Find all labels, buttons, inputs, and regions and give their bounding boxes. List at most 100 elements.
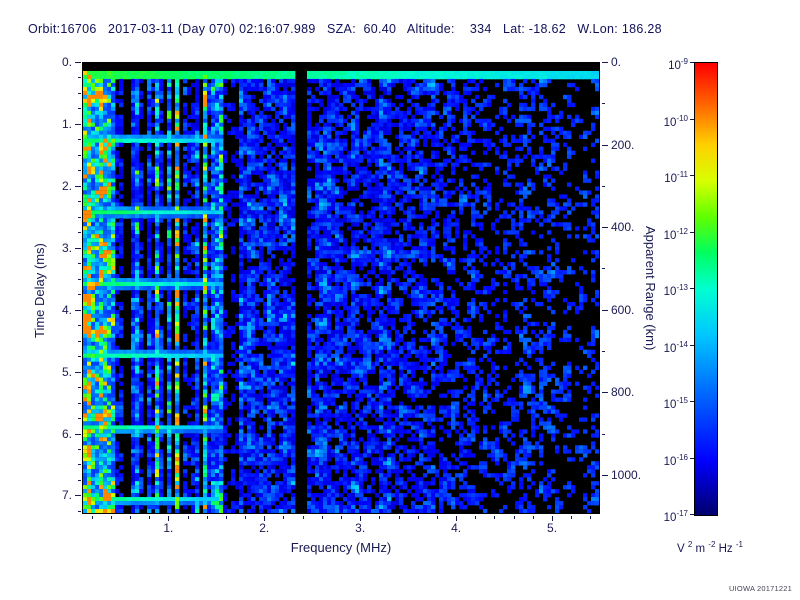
y-tick-mark — [75, 62, 81, 63]
x-minor-tick-mark — [341, 516, 342, 519]
y-minor-tick-mark — [78, 232, 81, 234]
x-minor-tick-mark — [149, 516, 151, 519]
x-tick-label: 5. — [547, 521, 558, 535]
time-delay-axis-label: Time Delay (ms) — [32, 243, 47, 338]
x-minor-tick-mark — [475, 516, 477, 519]
y-tick-mark — [75, 495, 81, 497]
y2-tick-mark — [602, 144, 608, 146]
y-minor-tick-mark — [78, 464, 81, 466]
colorbar-tick-mark — [690, 288, 694, 289]
x-minor-tick-mark — [110, 516, 112, 519]
x-tick-label: 2. — [259, 521, 270, 535]
y-minor-tick-mark — [78, 77, 81, 79]
colorbar-tick-label: 10-9 — [668, 57, 688, 72]
y2-minor-tick-mark — [602, 185, 605, 187]
x-minor-tick-mark — [206, 516, 208, 519]
colorbar — [694, 62, 718, 516]
y-minor-tick-mark — [78, 201, 81, 203]
colorbar-tick-mark — [690, 118, 694, 120]
y2-minor-tick-mark — [602, 433, 605, 435]
x-tick-mark — [456, 516, 458, 521]
y-minor-tick-mark — [78, 216, 81, 218]
colorbar-tick-mark — [690, 344, 694, 346]
y-minor-tick-mark — [78, 402, 81, 404]
y2-tick-label: 400. — [611, 220, 635, 235]
colorbar-tick-label: 10-13 — [663, 283, 688, 298]
colorbar-tick-label: 10-12 — [663, 226, 688, 242]
colorbar-tick-mark — [690, 62, 694, 63]
y-tick-label: 5. — [61, 364, 72, 379]
colorbar-tick-mark — [690, 457, 694, 459]
y2-tick-mark — [602, 392, 608, 394]
y-minor-tick-mark — [78, 510, 81, 512]
y-tick-mark — [75, 185, 81, 187]
x-minor-tick-mark — [91, 516, 93, 519]
y-minor-tick-mark — [78, 356, 81, 358]
y-tick-label: 1. — [61, 116, 72, 131]
y-tick-label: 4. — [61, 302, 72, 317]
x-minor-tick-mark — [590, 516, 592, 519]
x-tick-mark — [552, 516, 554, 521]
x-minor-tick-mark — [417, 516, 419, 519]
x-minor-tick-mark — [571, 516, 573, 519]
credit-watermark: UIOWA 20171221 — [729, 584, 792, 593]
y-minor-tick-mark — [78, 170, 81, 172]
x-tick-label: 1. — [163, 521, 174, 535]
x-minor-tick-mark — [245, 516, 247, 519]
colorbar-tick-mark — [690, 231, 694, 233]
spectrogram-plot — [82, 62, 600, 514]
y2-tick-label: 200. — [611, 137, 635, 152]
y-minor-tick-mark — [78, 418, 81, 420]
y2-tick-label: 800. — [611, 385, 635, 400]
x-tick-mark — [168, 516, 170, 521]
colorbar-tick-label: 10-10 — [663, 113, 688, 129]
x-minor-tick-mark — [513, 516, 515, 519]
x-minor-tick-mark — [532, 516, 534, 519]
y-minor-tick-mark — [78, 294, 81, 296]
y-minor-tick-mark — [78, 448, 81, 450]
x-minor-tick-mark — [321, 516, 323, 519]
y2-tick-mark — [602, 474, 608, 476]
y2-minor-tick-mark — [602, 268, 605, 270]
y-tick-mark — [75, 309, 81, 311]
x-minor-tick-mark — [283, 516, 285, 519]
colorbar-tick-label: 10-16 — [663, 452, 688, 468]
colorbar-tick-label: 10-11 — [664, 170, 688, 185]
spectrogram-canvas — [83, 63, 599, 513]
x-minor-tick-mark — [187, 516, 189, 519]
y-minor-tick-mark — [78, 479, 81, 481]
x-tick-mark — [360, 516, 362, 521]
colorbar-tick-mark — [690, 401, 694, 402]
y-minor-tick-mark — [78, 108, 81, 110]
y-minor-tick-mark — [78, 139, 81, 141]
x-minor-tick-mark — [398, 516, 400, 519]
y-minor-tick-mark — [78, 340, 81, 342]
y-tick-label: 3. — [61, 240, 72, 255]
x-minor-tick-mark — [129, 516, 131, 519]
y2-minor-tick-mark — [602, 350, 605, 352]
y-minor-tick-mark — [78, 263, 81, 265]
y-minor-tick-mark — [78, 92, 81, 94]
y-tick-mark — [75, 247, 81, 249]
y-minor-tick-mark — [78, 387, 81, 389]
colorbar-canvas — [695, 63, 717, 515]
y2-tick-label: 0. — [611, 55, 622, 69]
y2-tick-label: 600. — [611, 302, 635, 317]
y2-tick-label: 1000. — [611, 467, 642, 482]
x-minor-tick-mark — [436, 516, 438, 519]
colorbar-units-label: V 2 m -2 Hz -1 — [676, 540, 743, 555]
x-minor-tick-mark — [494, 516, 496, 519]
colorbar-tick-mark — [690, 514, 694, 515]
y-tick-label: 0. — [61, 55, 72, 69]
y2-tick-mark — [602, 309, 608, 311]
y-minor-tick-mark — [78, 278, 81, 280]
x-tick-mark — [264, 516, 266, 521]
y-tick-mark — [75, 371, 81, 373]
x-tick-label: 4. — [451, 521, 462, 535]
colorbar-tick-label: 10-17 — [663, 509, 688, 524]
y2-tick-mark — [602, 62, 608, 63]
y-tick-label: 2. — [61, 178, 72, 193]
colorbar-tick-mark — [690, 175, 694, 176]
y2-tick-mark — [602, 227, 608, 229]
